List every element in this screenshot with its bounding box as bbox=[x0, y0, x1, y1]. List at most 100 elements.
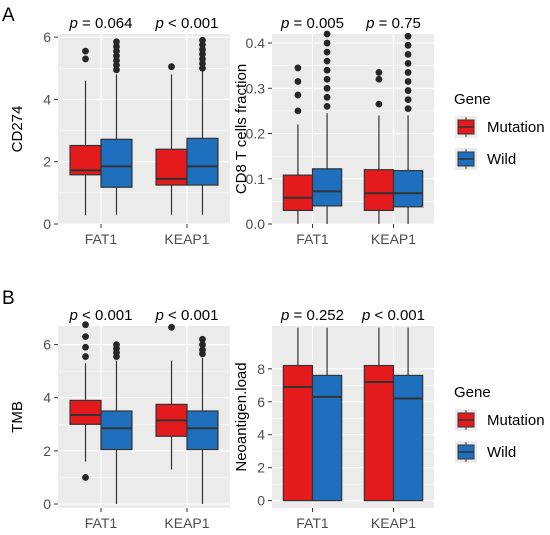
outlier-point bbox=[404, 87, 412, 94]
p-value-label: p < 0.001 bbox=[155, 307, 219, 324]
y-axis-label: CD8 T cells fraction bbox=[233, 64, 250, 194]
outlier-point bbox=[82, 474, 89, 481]
outlier-point bbox=[323, 48, 331, 56]
y-tick-label: 0 bbox=[43, 496, 51, 512]
outlier-point bbox=[199, 64, 206, 72]
box-mutation-fat1 bbox=[282, 327, 314, 502]
y-tick-label: 0.3 bbox=[246, 80, 266, 96]
p-value-label: p < 0.001 bbox=[155, 15, 219, 32]
panel-label-b: B bbox=[2, 288, 15, 309]
legend-label-mutation: Mutation bbox=[487, 119, 545, 136]
panel-label-a: A bbox=[2, 5, 15, 26]
p-value-label: p < 0.001 bbox=[361, 307, 425, 324]
outlier-point bbox=[199, 50, 206, 58]
legend-label-mutation: Mutation bbox=[487, 412, 545, 429]
box-wild-fat1 bbox=[100, 341, 133, 505]
chart-2: 0.0 0.1 0.2 0.3 0.4 FAT1 KEAP1 p = 0.005 p = 0.7… bbox=[233, 15, 434, 247]
outlier-point bbox=[199, 46, 206, 53]
box-wild-keap1 bbox=[392, 32, 424, 224]
outlier-point bbox=[404, 60, 412, 67]
chart-3: 0 2 4 6 FAT1 KEAP1 p < 0.001 p < 0.001 TMB bbox=[9, 307, 230, 531]
outlier-point bbox=[294, 64, 302, 72]
x-tick-label: FAT1 bbox=[296, 231, 329, 247]
y-axis-label: CD274 bbox=[9, 106, 26, 153]
legend: Gene Mutation Wild bbox=[454, 384, 545, 463]
outlier-point bbox=[323, 93, 331, 101]
outlier-point bbox=[375, 100, 383, 108]
x-tick-label: FAT1 bbox=[85, 231, 118, 247]
box-body bbox=[311, 374, 343, 502]
y-tick-label: 2 bbox=[43, 154, 51, 170]
y-tick-label: 0.4 bbox=[246, 35, 266, 51]
y-tick-label: 0 bbox=[43, 216, 51, 232]
box-body bbox=[392, 170, 424, 208]
outlier-point bbox=[404, 78, 412, 85]
outlier-point bbox=[294, 91, 302, 99]
outlier-point bbox=[113, 52, 120, 60]
outlier-point bbox=[375, 75, 383, 83]
outlier-point bbox=[404, 69, 412, 76]
y-tick-label: 0.2 bbox=[246, 126, 266, 142]
box-mutation-fat1 bbox=[69, 321, 102, 481]
p-value-label: p < 0.001 bbox=[69, 307, 133, 324]
legend-label-wild: Wild bbox=[487, 444, 516, 461]
box-mutation-fat1 bbox=[282, 64, 314, 224]
outlier-point bbox=[168, 323, 175, 331]
y-tick-label: 6 bbox=[43, 29, 51, 45]
outlier-point bbox=[294, 107, 302, 115]
outlier-point bbox=[404, 96, 412, 103]
x-tick-label: FAT1 bbox=[85, 515, 118, 531]
box-body bbox=[363, 169, 395, 212]
box-body bbox=[100, 138, 133, 188]
outlier-point bbox=[82, 353, 89, 360]
box-body bbox=[100, 410, 133, 451]
outlier-point bbox=[404, 105, 412, 113]
outlier-point bbox=[323, 39, 331, 47]
outlier-point bbox=[82, 343, 89, 351]
box-body bbox=[282, 364, 314, 502]
outlier-point bbox=[113, 66, 120, 74]
box-mutation-keap1 bbox=[155, 63, 188, 215]
legend-title: Gene bbox=[454, 384, 491, 401]
box-body bbox=[186, 410, 219, 451]
outlier-point bbox=[404, 50, 412, 58]
box-wild-fat1 bbox=[311, 327, 343, 502]
outlier-point bbox=[82, 55, 89, 63]
outlier-point bbox=[199, 55, 206, 63]
box-body bbox=[311, 168, 343, 207]
outlier-point bbox=[113, 61, 120, 69]
legend-label-wild: Wild bbox=[487, 151, 516, 168]
box-wild-keap1 bbox=[186, 36, 219, 215]
box-mutation-fat1 bbox=[69, 47, 102, 216]
outlier-point bbox=[323, 66, 331, 74]
legend-title: Gene bbox=[454, 91, 491, 108]
box-wild-fat1 bbox=[100, 38, 133, 215]
p-value-label: p = 0.064 bbox=[69, 15, 133, 32]
outlier-point bbox=[199, 335, 206, 343]
outlier-point bbox=[199, 341, 206, 348]
y-axis-label: Neoantigen.load bbox=[233, 362, 250, 471]
box-wild-keap1 bbox=[186, 335, 219, 505]
box-wild-fat1 bbox=[311, 30, 343, 224]
x-tick-label: KEAP1 bbox=[164, 515, 209, 531]
outlier-point bbox=[323, 57, 331, 65]
outlier-point bbox=[113, 47, 120, 55]
outlier-point bbox=[113, 43, 120, 50]
y-axis-label: TMB bbox=[9, 401, 26, 433]
outlier-point bbox=[82, 333, 89, 341]
x-tick-label: KEAP1 bbox=[371, 231, 416, 247]
outlier-point bbox=[199, 60, 206, 67]
outlier-point bbox=[404, 32, 412, 40]
y-tick-label: 2 bbox=[43, 443, 51, 459]
y-tick-label: 6 bbox=[43, 337, 51, 353]
y-tick-label: 6 bbox=[257, 394, 265, 410]
p-value-label: p = 0.75 bbox=[365, 15, 421, 32]
x-tick-label: KEAP1 bbox=[164, 231, 209, 247]
y-tick-label: 0 bbox=[257, 493, 265, 509]
outlier-point bbox=[404, 41, 412, 49]
box-body bbox=[282, 174, 314, 212]
box-mutation-keap1 bbox=[155, 323, 188, 470]
chart-4: 0 2 4 6 8 FAT1 KEAP1 p = 0.252 p < 0.001 Neoantig… bbox=[233, 307, 434, 531]
box-mutation-keap1 bbox=[363, 327, 395, 502]
